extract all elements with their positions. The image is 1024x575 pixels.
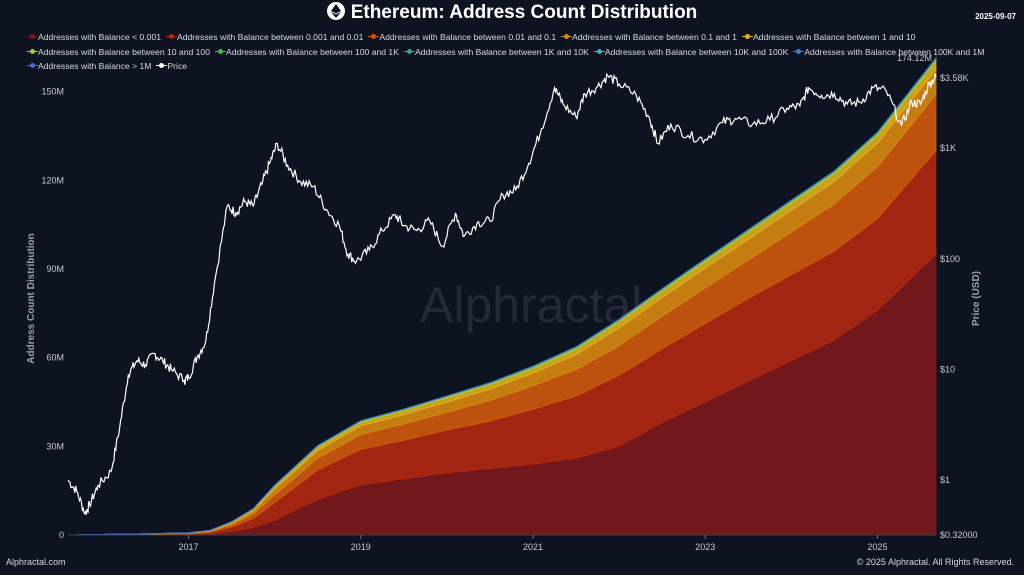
y2-tick-label: $100 bbox=[940, 254, 960, 264]
legend-marker bbox=[166, 34, 178, 39]
legend-item[interactable]: Addresses with Balance between 1 and 10 bbox=[741, 30, 916, 45]
legend-item[interactable]: Addresses with Balance between 0.001 and… bbox=[166, 30, 364, 45]
legend-marker bbox=[27, 34, 38, 39]
legend-label: Addresses with Balance between 0.01 and … bbox=[379, 32, 557, 42]
legend-item[interactable]: Addresses with Balance < 0.001 bbox=[27, 30, 162, 45]
x-tick-label: 2023 bbox=[695, 542, 715, 552]
y2-axis-title: Price (USD) bbox=[971, 271, 982, 326]
legend-item[interactable]: Addresses with Balance between 0.1 and 1 bbox=[561, 30, 737, 45]
x-tick-label: 2021 bbox=[523, 542, 543, 552]
legend-label: Addresses with Balance between 0.001 and… bbox=[177, 32, 364, 42]
price-end-label: $3.58K bbox=[940, 73, 969, 83]
legend-label: Addresses with Balance < 0.001 bbox=[38, 32, 162, 42]
legend-marker bbox=[27, 63, 38, 68]
legend-label: Addresses with Balance between 10K and 1… bbox=[604, 46, 789, 57]
footer-copyright: © 2025 Alphractal. All Rights Reserved. bbox=[856, 557, 1014, 567]
legend-label: Addresses with Balance between 10 and 10… bbox=[38, 46, 210, 57]
legend-marker bbox=[368, 34, 380, 39]
chart-legend: Addresses with Balance < 0.001 Addresses … bbox=[27, 30, 1005, 74]
chart-title-text: Ethereum: Address Count Distribution bbox=[350, 2, 698, 23]
y2-tick-label: $1K bbox=[940, 143, 956, 153]
legend-marker bbox=[741, 34, 753, 39]
y-tick-label: 120M bbox=[41, 175, 64, 185]
legend-item[interactable]: Addresses with Balance between 100K and … bbox=[793, 45, 985, 60]
legend-marker bbox=[215, 48, 226, 54]
legend-marker bbox=[27, 48, 38, 54]
x-tick-label: 2025 bbox=[867, 542, 887, 552]
chart-title: Ethereum: Address Count Distribution bbox=[0, 2, 1024, 24]
legend-marker bbox=[561, 34, 573, 39]
y-tick-label: 90M bbox=[46, 264, 64, 274]
x-tick-label: 2019 bbox=[351, 542, 371, 552]
legend-marker bbox=[403, 48, 415, 54]
legend-item[interactable]: Addresses with Balance between 1K and 10… bbox=[403, 45, 589, 60]
footer-source: Alphractal.com bbox=[6, 557, 66, 567]
legend-item[interactable]: Addresses with Balance > 1M bbox=[27, 59, 152, 74]
y2-tick-label: $10 bbox=[940, 365, 955, 375]
legend-item[interactable]: Addresses with Balance between 0.01 and … bbox=[368, 30, 557, 45]
y-tick-label: 0 bbox=[59, 530, 64, 540]
y-tick-label: 150M bbox=[41, 87, 64, 97]
legend-label: Addresses with Balance between 1K and 10… bbox=[414, 46, 589, 57]
y2-tick-label: $1 bbox=[940, 475, 950, 485]
y2-tick-label: $0.32000 bbox=[940, 530, 978, 540]
legend-label: Addresses with Balance between 100 and 1… bbox=[226, 46, 399, 57]
y-tick-label: 30M bbox=[46, 441, 64, 451]
legend-item[interactable]: Price bbox=[156, 59, 188, 74]
y-tick-label: 60M bbox=[46, 353, 64, 363]
legend-item[interactable]: Addresses with Balance between 100 and 1… bbox=[215, 45, 399, 60]
legend-marker bbox=[156, 63, 168, 68]
legend-label: Addresses with Balance > 1M bbox=[38, 61, 152, 71]
legend-label: Addresses with Balance between 100K and … bbox=[804, 46, 985, 57]
x-tick-label: 2017 bbox=[179, 542, 199, 552]
legend-item[interactable]: Addresses with Balance between 10 and 10… bbox=[27, 45, 210, 60]
legend-label: Addresses with Balance between 0.1 and 1 bbox=[572, 32, 737, 42]
chart-date: 2025-09-07 bbox=[975, 12, 1016, 21]
watermark-text: Alphractal bbox=[420, 277, 642, 333]
ethereum-icon bbox=[326, 2, 345, 20]
legend-marker bbox=[593, 48, 605, 54]
price-line bbox=[67, 72, 937, 516]
area-series-10 bbox=[67, 57, 937, 536]
total-end-label: 174.12M bbox=[897, 53, 932, 63]
legend-label: Addresses with Balance between 1 and 10 bbox=[752, 32, 916, 42]
legend-item[interactable]: Addresses with Balance between 10K and 1… bbox=[593, 45, 789, 60]
legend-label: Price bbox=[167, 61, 188, 71]
legend-marker bbox=[793, 48, 805, 54]
y-axis-title: Address Count Distribution bbox=[26, 233, 37, 364]
